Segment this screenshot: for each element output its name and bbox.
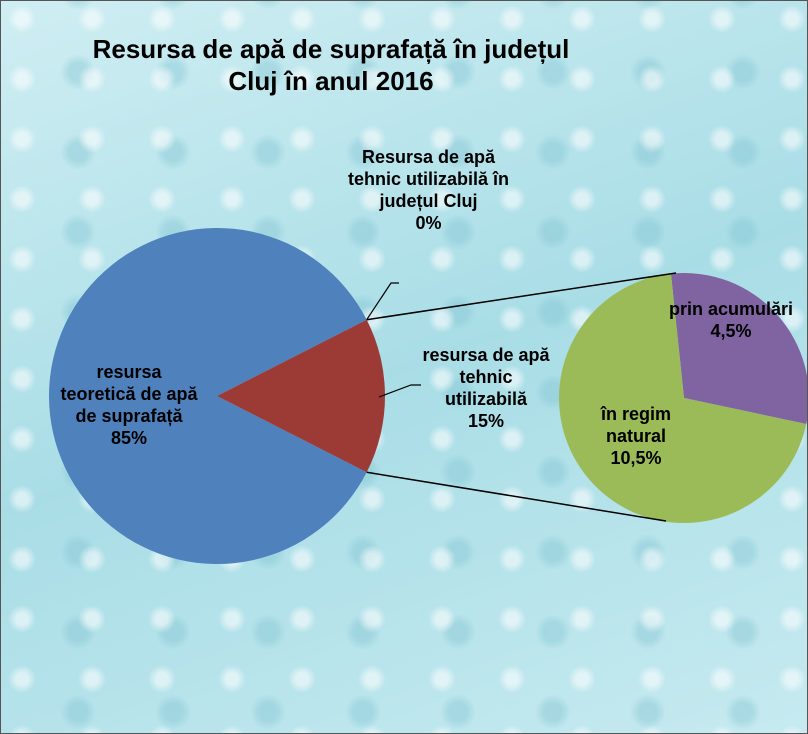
slice-value-label: 10,5% — [571, 447, 701, 469]
slice-label: resursa de apă tehnic utilizabilă — [416, 344, 556, 410]
leader-line — [379, 385, 421, 397]
chart: Resursa de apă de suprafață în județul C… — [0, 0, 808, 734]
slice-value-label: 4,5% — [666, 320, 796, 342]
slice-label: prin acumulări — [666, 298, 796, 320]
slice-label: resursa teoretică de apă de suprafață — [59, 361, 199, 427]
slice-label: în regim natural — [571, 403, 701, 447]
slice-value-label: 85% — [59, 427, 199, 449]
slice-value-label: 15% — [416, 410, 556, 432]
leader-line — [367, 283, 399, 320]
slice-value-label: 0% — [346, 212, 511, 234]
chart-title: Resursa de apă de suprafață în județul C… — [81, 33, 581, 97]
slice-label: Resursa de apă tehnic utilizabilă în jud… — [346, 146, 511, 212]
